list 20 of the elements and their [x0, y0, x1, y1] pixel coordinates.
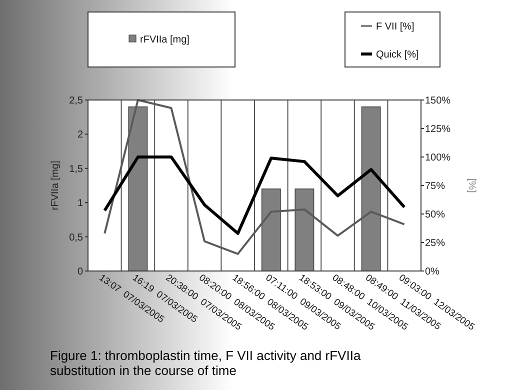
y2-tick-label: 25% [425, 238, 446, 249]
y-tick-label: 0 [77, 266, 84, 278]
y2-tick-label: 50% [425, 210, 446, 220]
y2-tick-label: 100% [425, 152, 451, 164]
text: Figure 1: thromboplastin time, F VII activity and rFVIIa substitution in the course of time [50, 348, 362, 378]
y-tick-label: 1,5 [69, 164, 84, 175]
y2-axis-title: [%] [466, 178, 477, 193]
y-tick-label: 2 [77, 130, 84, 141]
y-axis-title: rFVIIa [mg] [50, 160, 61, 210]
y2-tick-label: 150% [425, 96, 451, 106]
legend-label: Quick [%] [376, 50, 420, 60]
line-series [103, 156, 406, 235]
y2-tick-label: 75% [425, 181, 446, 192]
legend-label: rFVIIa [mg] [140, 34, 190, 46]
y2-tick-label: 0% [425, 266, 440, 278]
y-tick-label: 0,5 [69, 232, 84, 244]
y-tick-label: 1 [77, 198, 84, 210]
y-tick-label: 2,5 [69, 96, 84, 106]
legend-label: F VII [%] [376, 22, 415, 32]
y2-tick-label: 125% [425, 124, 451, 135]
